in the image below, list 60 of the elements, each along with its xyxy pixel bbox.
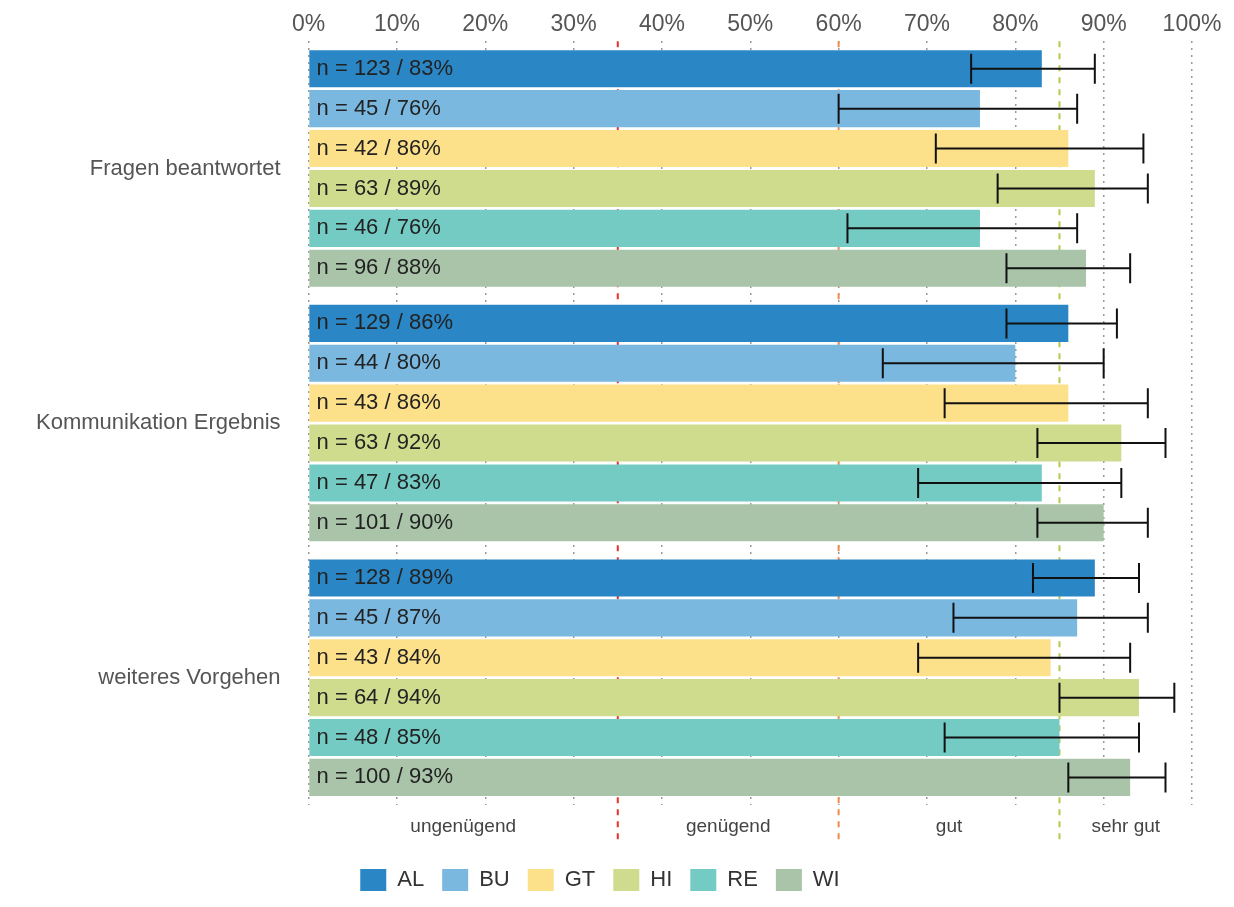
data-label: n = 45 / 87% — [316, 603, 441, 629]
x-tick-label: 80% — [992, 9, 1039, 36]
data-label: n = 96 / 88% — [316, 254, 441, 280]
bar — [309, 464, 1042, 502]
legend-label: BU — [479, 866, 510, 892]
data-label: n = 43 / 86% — [316, 389, 441, 415]
data-label: n = 46 / 76% — [316, 214, 441, 240]
legend-label: WI — [812, 866, 840, 892]
data-label: n = 47 / 83% — [316, 468, 441, 494]
bar — [309, 424, 1122, 462]
x-tick-label: 60% — [815, 9, 862, 36]
bar — [309, 758, 1131, 796]
x-tick-label: 40% — [638, 9, 685, 36]
data-label: n = 123 / 83% — [316, 54, 453, 80]
data-label: n = 44 / 80% — [316, 349, 441, 375]
data-label: n = 101 / 90% — [316, 508, 453, 534]
x-tick-label: 20% — [462, 9, 509, 36]
bar — [309, 504, 1104, 542]
x-tick-label: 100% — [1162, 9, 1222, 36]
data-label: n = 43 / 84% — [316, 643, 441, 669]
data-label: n = 64 / 94% — [316, 683, 441, 709]
data-label: n = 48 / 85% — [316, 723, 441, 749]
bar — [309, 249, 1086, 287]
bar — [309, 559, 1095, 597]
data-label: n = 128 / 89% — [316, 564, 453, 590]
bar — [309, 679, 1139, 717]
legend-label: RE — [727, 866, 758, 892]
data-label: n = 63 / 89% — [316, 174, 441, 200]
legend-label: AL — [397, 866, 425, 892]
data-label: n = 63 / 92% — [316, 429, 441, 455]
bar — [309, 304, 1069, 342]
data-label: n = 129 / 86% — [316, 309, 453, 335]
text: ungenügend — [410, 815, 516, 837]
data-label: n = 42 / 86% — [316, 134, 441, 160]
data-label: n = 100 / 93% — [316, 763, 453, 789]
bar — [309, 639, 1051, 677]
x-tick-label: 50% — [727, 9, 774, 36]
bar — [309, 209, 980, 247]
y-tick-label: weiteres Vorgehen — [97, 663, 281, 689]
x-tick-label: 30% — [550, 9, 597, 36]
legend-label: HI — [650, 866, 673, 892]
bar — [309, 599, 1078, 637]
legend-label: GT — [564, 866, 596, 892]
x-tick-label: 70% — [903, 9, 950, 36]
x-tick-label: 90% — [1080, 9, 1127, 36]
data-label: n = 45 / 76% — [316, 94, 441, 120]
text: sehr gut — [1091, 815, 1161, 837]
bar — [309, 50, 1042, 88]
x-tick-label: 10% — [373, 9, 420, 36]
y-tick-label: Kommunikation Ergebnis — [35, 409, 281, 435]
x-tick-label: 0% — [291, 9, 326, 36]
bar — [309, 130, 1069, 168]
bar — [309, 344, 1016, 382]
text: genügend — [685, 815, 771, 837]
y-tick-label: Fragen beantwortet — [89, 154, 281, 180]
bar — [309, 718, 1060, 757]
bar — [309, 384, 1069, 422]
bar — [309, 90, 980, 128]
text: gut — [935, 815, 963, 837]
bar — [309, 169, 1095, 207]
